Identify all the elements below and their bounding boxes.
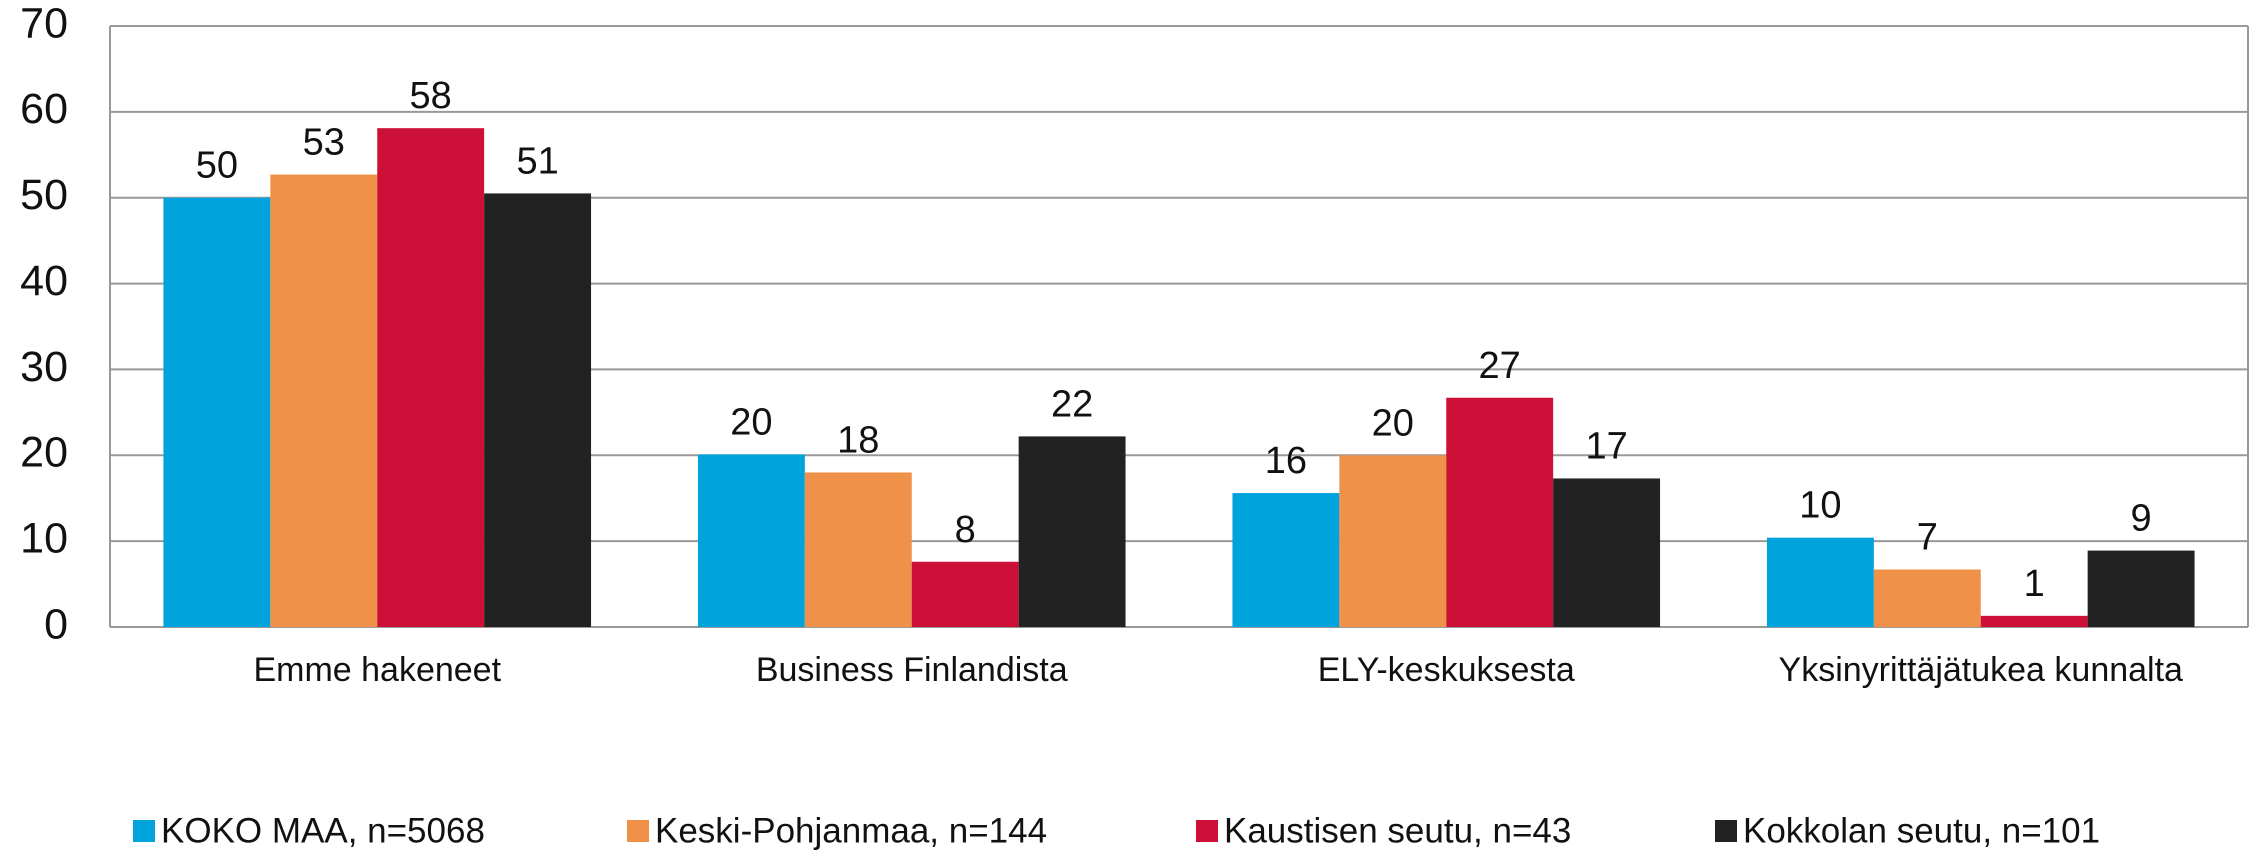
value-label: 53 — [303, 122, 345, 164]
legend-swatch — [627, 820, 649, 842]
bar — [697, 454, 805, 627]
x-tick-label: ELY-keskuksesta — [1318, 651, 1575, 689]
y-tick-label: 60 — [20, 85, 68, 133]
bar — [1980, 615, 2088, 627]
bar — [1232, 493, 1340, 627]
bar — [2087, 550, 2195, 627]
value-label: 9 — [2131, 498, 2152, 540]
value-label: 58 — [410, 75, 452, 117]
bar — [804, 472, 912, 627]
value-label: 20 — [1372, 402, 1414, 444]
x-tick-label: Business Finlandista — [756, 651, 1068, 689]
legend-swatch — [1715, 820, 1737, 842]
value-label: 10 — [1799, 485, 1841, 527]
value-label: 7 — [1917, 517, 1938, 559]
value-label: 8 — [955, 509, 976, 551]
legend-label: Keski-Pohjanmaa, n=144 — [655, 811, 1047, 850]
value-label: 50 — [196, 145, 238, 187]
legend-label: KOKO MAA, n=5068 — [161, 811, 485, 850]
legend-label: Kaustisen seutu, n=43 — [1224, 811, 1571, 850]
legend-swatch — [1196, 820, 1218, 842]
legend-label: Kokkolan seutu, n=101 — [1743, 811, 2100, 850]
y-tick-label: 30 — [20, 343, 68, 391]
bar — [377, 128, 485, 628]
bar — [484, 193, 592, 627]
value-label: 16 — [1265, 440, 1307, 482]
y-tick-label: 40 — [20, 257, 68, 305]
bar — [1339, 455, 1447, 627]
value-label: 20 — [730, 401, 772, 443]
value-label: 22 — [1051, 383, 1093, 425]
x-tick-label: Emme hakeneet — [253, 651, 501, 689]
bar — [911, 561, 1019, 627]
value-label: 17 — [1585, 425, 1627, 467]
value-label: 18 — [837, 419, 879, 461]
legend-swatch — [133, 820, 155, 842]
y-tick-label: 0 — [44, 600, 68, 648]
bar — [1553, 478, 1661, 627]
value-label: 1 — [2024, 563, 2045, 605]
y-tick-label: 20 — [20, 429, 68, 477]
bar — [1873, 569, 1981, 627]
bar — [1446, 397, 1554, 627]
x-tick-label: Yksinyrittäjätukea kunnalta — [1779, 651, 2184, 689]
value-label: 27 — [1479, 345, 1521, 387]
bar — [270, 174, 378, 628]
y-tick-label: 70 — [20, 0, 68, 47]
bar — [163, 197, 271, 627]
bar — [1766, 537, 1874, 627]
value-label: 51 — [516, 140, 558, 182]
y-tick-label: 50 — [20, 171, 68, 219]
bar — [1018, 436, 1126, 627]
y-tick-label: 10 — [20, 515, 68, 563]
